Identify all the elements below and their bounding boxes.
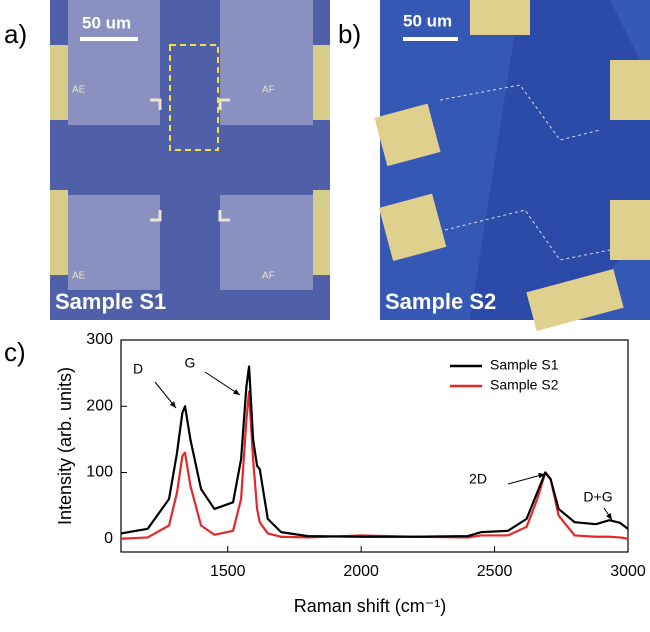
annotation: D+G [583, 489, 612, 505]
sample-label: Sample S2 [385, 289, 496, 314]
micrograph-a [50, 0, 330, 320]
series-line [120, 365, 629, 538]
y-tick-label: 200 [86, 397, 113, 414]
y-axis-label: Intensity (arb. units) [55, 367, 75, 525]
y-tick-label: 100 [86, 464, 113, 481]
raman-chart: Raman shift (cm⁻¹) Intensity (arb. units… [55, 331, 646, 616]
annotation: 2D [469, 471, 487, 487]
arrow-head [538, 473, 545, 479]
x-axis-label: Raman shift (cm⁻¹) [294, 596, 447, 616]
scale-bar-label: 50 um [82, 13, 131, 32]
device-mark: AF [262, 271, 275, 282]
annotation-arrow [204, 371, 241, 396]
x-tick-label: 2000 [343, 563, 379, 580]
arrow-head [233, 389, 240, 395]
annotation: D [133, 361, 143, 377]
panel-label: b) [338, 19, 361, 49]
panel-label: a) [4, 19, 27, 49]
plot-frame [120, 339, 629, 553]
panel-label: c) [4, 337, 26, 367]
x-tick-label: 2500 [477, 563, 513, 580]
arrow-head [169, 401, 176, 408]
device-mark: AF [262, 85, 275, 96]
arrow-head [606, 513, 612, 520]
y-tick-label: 0 [104, 530, 113, 547]
sample-label: Sample S1 [55, 289, 166, 314]
device-mark: AE [72, 85, 86, 96]
micrograph-b [374, 0, 650, 331]
device-mark: AE [72, 271, 86, 282]
annotation: G [185, 355, 196, 371]
y-tick-label: 300 [86, 331, 113, 348]
scale-bar-label: 50 um [403, 11, 452, 30]
x-tick-label: 3000 [610, 563, 646, 580]
legend-label: Sample S1 [490, 357, 559, 373]
x-tick-label: 1500 [210, 563, 246, 580]
legend-label: Sample S2 [490, 377, 559, 393]
